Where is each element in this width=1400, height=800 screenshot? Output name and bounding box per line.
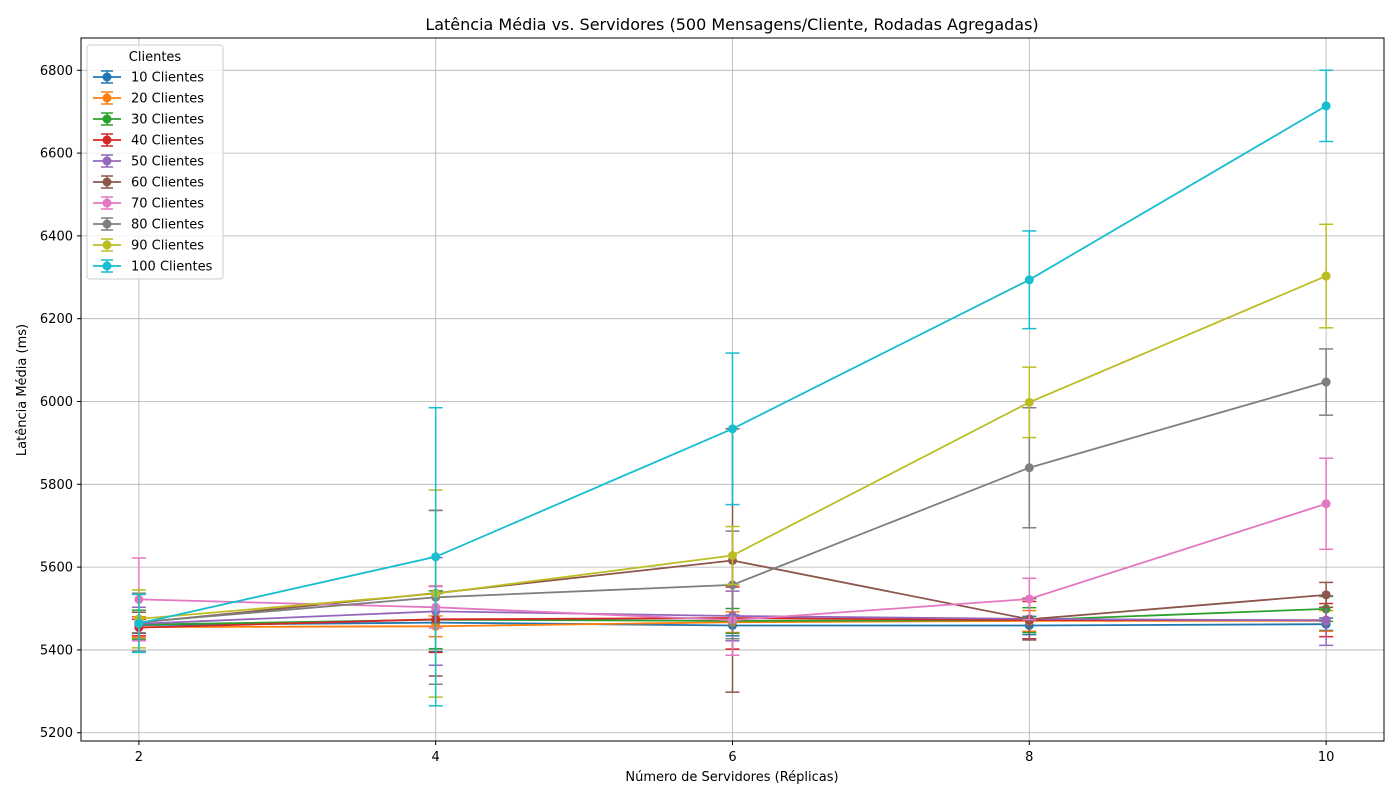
legend-entry: 20 Clientes <box>93 91 204 107</box>
data-point <box>1321 590 1331 600</box>
x-tick-label: 2 <box>135 750 143 765</box>
x-tick-label: 4 <box>432 750 440 765</box>
legend-entry: 30 Clientes <box>93 112 204 128</box>
data-point <box>1321 377 1331 387</box>
legend-label: 30 Clientes <box>131 113 204 128</box>
y-tick-label: 5200 <box>40 726 73 741</box>
y-tick-label: 6400 <box>40 229 73 244</box>
legend-label: 100 Clientes <box>131 260 213 275</box>
data-point <box>1321 271 1331 281</box>
legend: Clientes 10 Clientes 20 Clientes 30 Client… <box>86 44 224 280</box>
y-tick-label: 6200 <box>40 312 73 327</box>
data-point <box>1321 616 1331 626</box>
chart-title: Latência Média vs. Servidores (500 Mensa… <box>425 15 1038 34</box>
legend-entry: 50 Clientes <box>93 154 204 170</box>
legend-marker <box>102 156 112 166</box>
legend-marker <box>102 135 112 145</box>
legend-label: 20 Clientes <box>131 92 204 107</box>
legend-marker <box>102 240 112 250</box>
legend-label: 70 Clientes <box>131 197 204 212</box>
legend-marker <box>102 219 112 229</box>
legend-marker <box>102 177 112 187</box>
data-point <box>1024 594 1034 604</box>
data-point <box>1024 275 1034 285</box>
legend-marker <box>102 114 112 124</box>
series-10 <box>131 69 1334 707</box>
grid-lines <box>81 38 1384 741</box>
data-point <box>134 618 144 628</box>
y-axis-ticks: 5200 5400 5600 5800 6000 6200 6400 6600 6800 <box>40 64 81 741</box>
legend-marker <box>102 261 112 271</box>
legend-label: 40 Clientes <box>131 134 204 149</box>
y-tick-label: 5800 <box>40 478 73 493</box>
data-point <box>431 552 441 562</box>
data-point <box>1321 101 1331 111</box>
y-tick-label: 6800 <box>40 64 73 79</box>
x-axis-label: Número de Servidores (Réplicas) <box>625 770 838 785</box>
data-point <box>728 551 737 561</box>
y-tick-label: 6000 <box>40 395 73 410</box>
legend-label: 60 Clientes <box>131 176 204 191</box>
x-tick-label: 6 <box>728 750 736 765</box>
legend-entry: 60 Clientes <box>93 175 204 191</box>
legend-title: Clientes <box>129 50 182 65</box>
data-point <box>1024 463 1034 473</box>
legend-entry: 90 Clientes <box>93 238 204 254</box>
y-tick-label: 5600 <box>40 561 73 576</box>
legend-label: 10 Clientes <box>131 71 204 86</box>
x-tick-label: 8 <box>1025 750 1033 765</box>
legend-label: 90 Clientes <box>131 239 204 254</box>
legend-label: 80 Clientes <box>131 218 204 233</box>
x-axis-ticks: 2 4 6 8 10 <box>135 741 1335 765</box>
x-tick-label: 10 <box>1318 750 1335 765</box>
legend-label: 50 Clientes <box>131 155 204 170</box>
legend-marker <box>102 72 112 82</box>
y-tick-label: 5400 <box>40 643 73 658</box>
legend-marker <box>102 198 112 208</box>
legend-entry: 70 Clientes <box>93 196 204 212</box>
data-point <box>1321 499 1331 509</box>
legend-entry: 100 Clientes <box>93 259 213 275</box>
series-lines <box>131 69 1334 707</box>
data-point <box>1024 397 1034 407</box>
y-tick-label: 6600 <box>40 147 73 162</box>
data-point <box>728 424 737 434</box>
legend-entry: 40 Clientes <box>93 133 204 149</box>
legend-marker <box>102 93 112 103</box>
legend-entry: 80 Clientes <box>93 217 204 233</box>
y-axis-label: Latência Média (ms) <box>15 324 30 456</box>
legend-box <box>86 44 224 280</box>
legend-entry: 10 Clientes <box>93 70 204 86</box>
